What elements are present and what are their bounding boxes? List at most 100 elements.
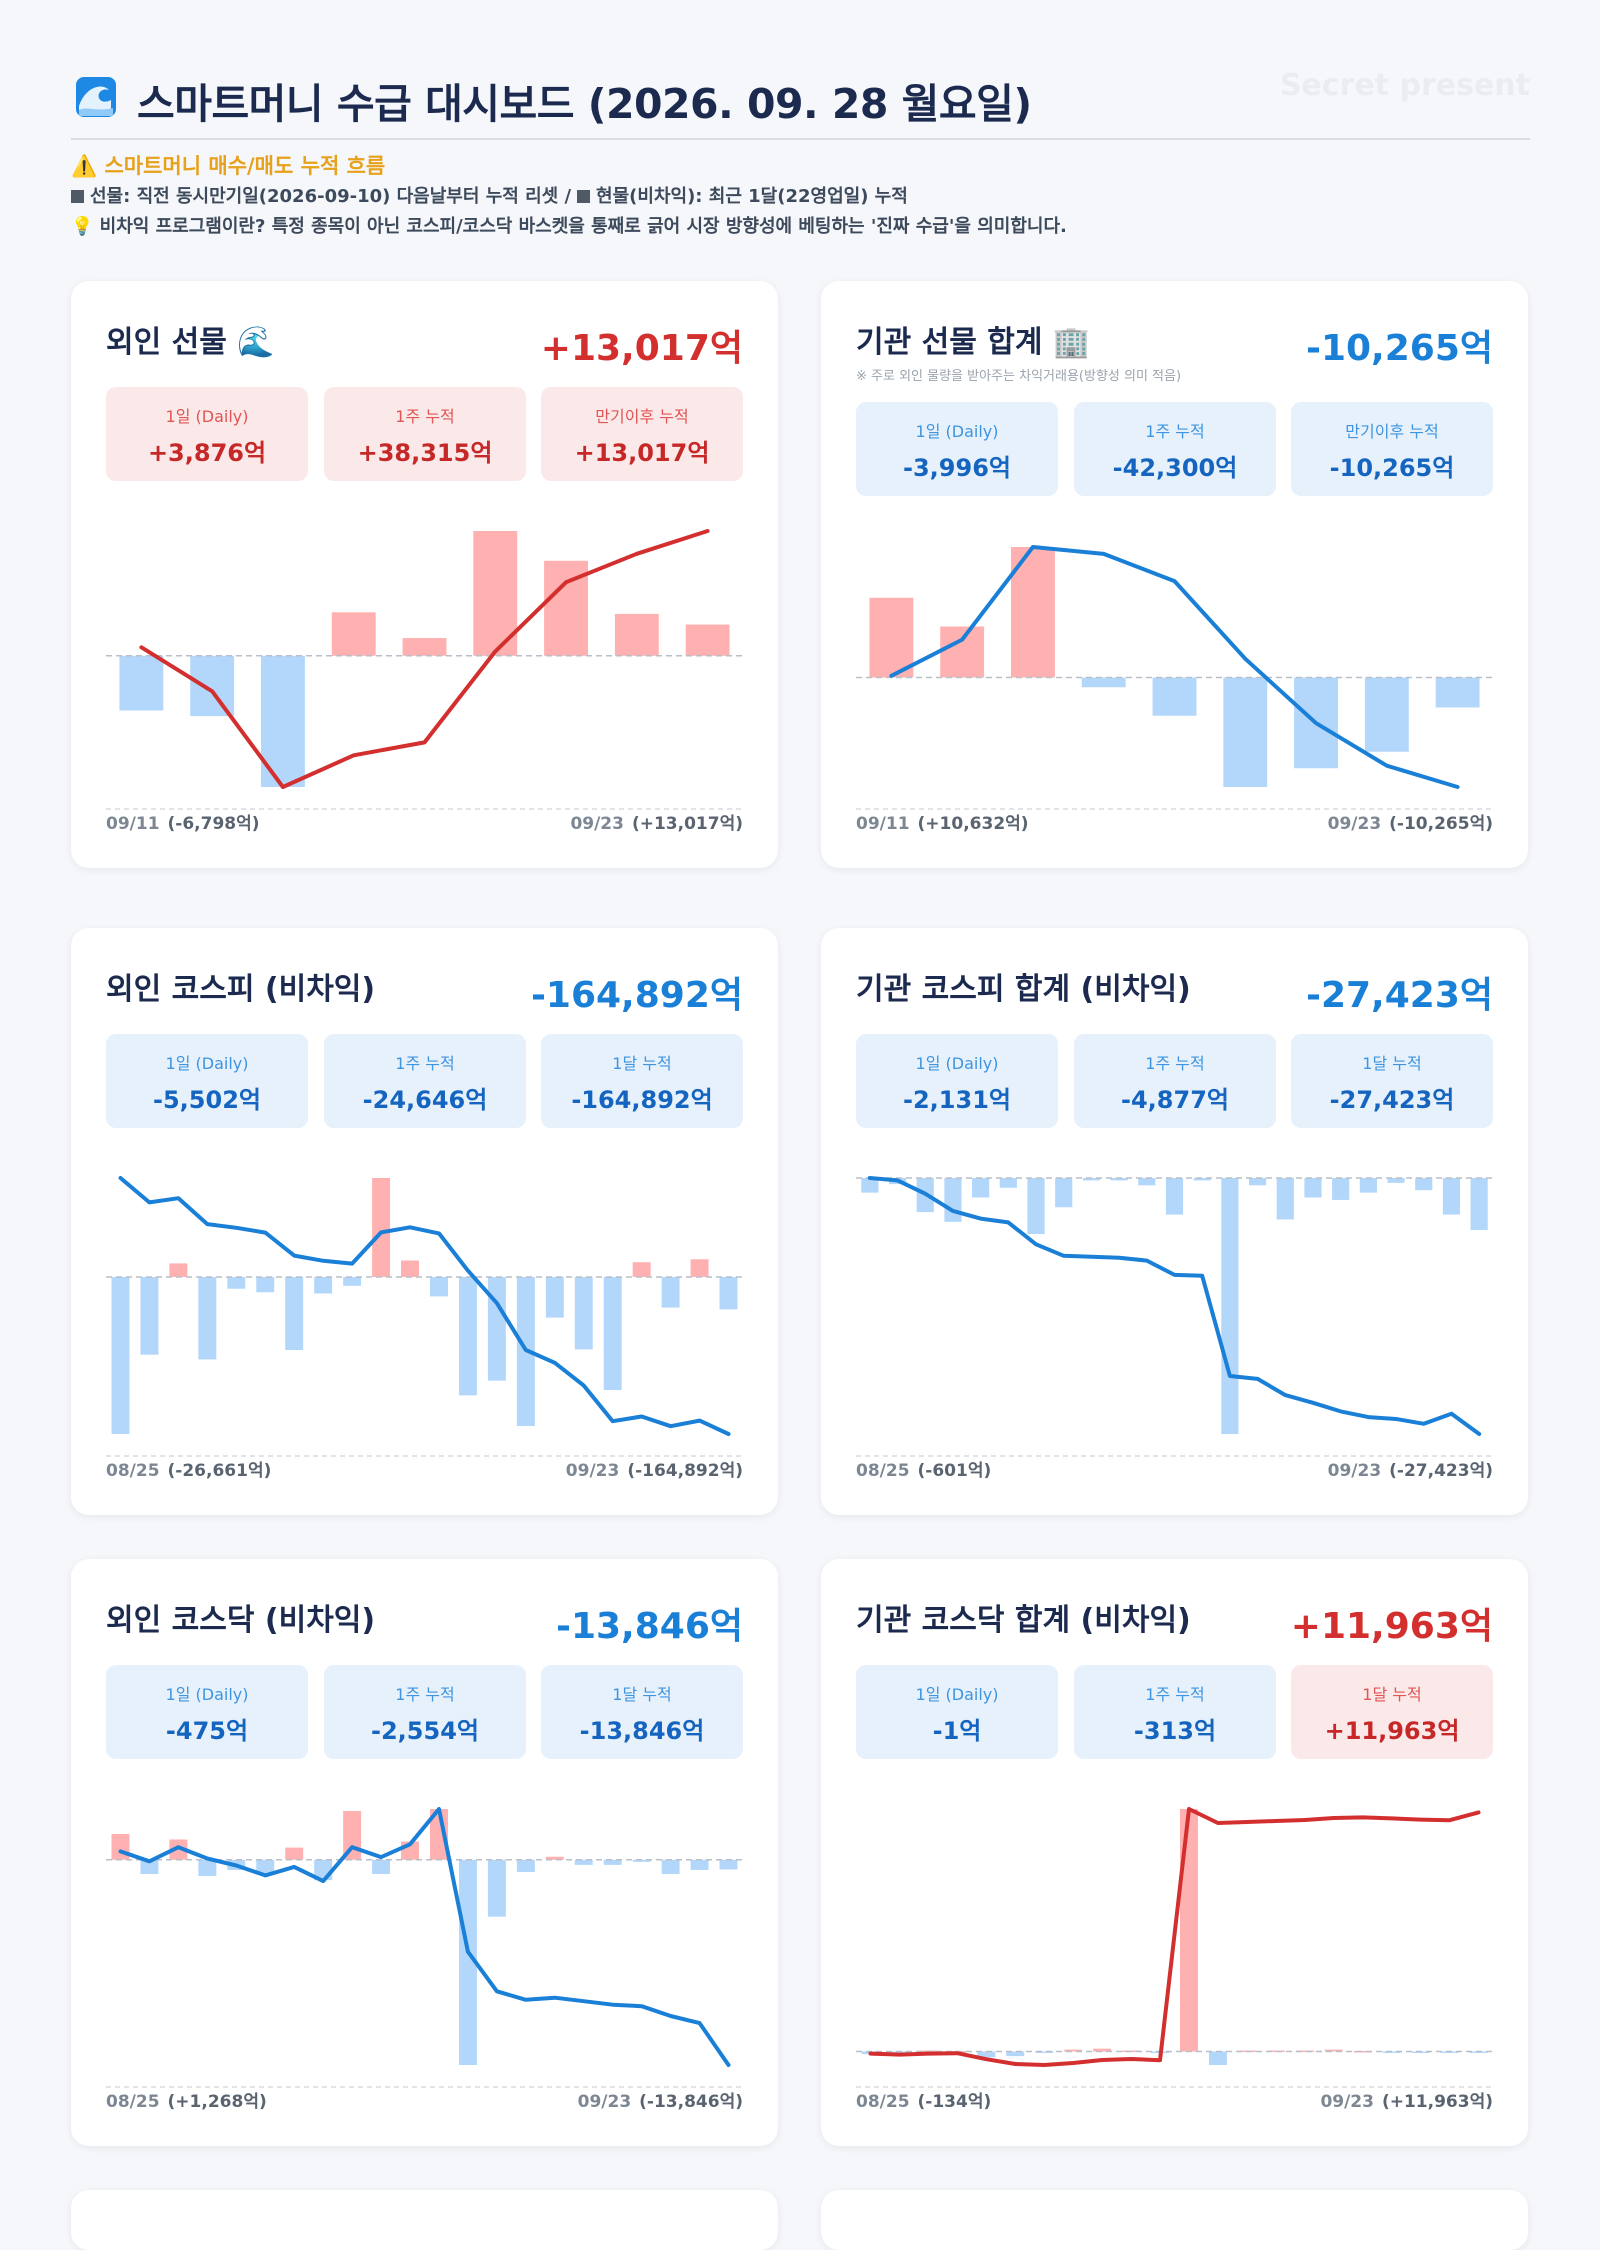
end-date-label: 09/23 (-164,892억)	[566, 1456, 743, 1481]
chart-card-partial	[821, 2190, 1528, 2250]
daily-bar	[1249, 1178, 1267, 1186]
end-value: (-164,892억)	[627, 1461, 743, 1481]
stat-label: 만기이후 누적	[595, 407, 689, 426]
daily-bar	[614, 613, 659, 656]
cumulative-line	[867, 1176, 1482, 1436]
daily-bar	[1415, 1178, 1433, 1191]
cumulative-line	[118, 1176, 731, 1436]
daily-bar	[1387, 1178, 1405, 1183]
stat-label: 1달 누적	[1362, 1054, 1422, 1073]
square-icon	[577, 190, 591, 203]
stat-value: -10,265억	[1329, 454, 1455, 482]
stat-label: 1주 누적	[395, 1054, 455, 1073]
daily-bar	[1110, 1178, 1128, 1181]
stat-value: +11,963억	[1324, 1717, 1460, 1745]
daily-bar	[285, 1847, 304, 1860]
card-subtitle: ※ 주로 외인 물량을 받아주는 차익거래용(방향성 의미 적음)	[856, 369, 1182, 384]
stat-boxes: 1일 (Daily) -5,502억 1주 누적 -24,646억 1달 누적 -164,…	[106, 1034, 743, 1128]
reset-note: 선물: 직전 동시만기일(2026-09-10) 다음날부터 누적 리셋 / 현물…	[71, 182, 1530, 212]
daily-bar	[458, 1859, 477, 2065]
daily-bar	[198, 1859, 217, 1877]
daily-bar	[1064, 2049, 1083, 2052]
stat-box: 1달 누적 -27,423억	[1291, 1034, 1493, 1128]
daily-bar	[372, 1178, 391, 1277]
card-title: 기관 선물 합계 🏢	[856, 325, 1091, 360]
daily-bar	[1353, 2050, 1372, 2053]
daily-bar	[256, 1276, 275, 1293]
card-total: -164,892억	[530, 975, 743, 1016]
stat-box: 1주 누적 -2,554억	[324, 1665, 526, 1759]
start-date: 08/25	[106, 1461, 160, 1481]
stat-box: 1달 누적 +11,963억	[1291, 1665, 1493, 1759]
stat-value: -2,554억	[371, 1717, 479, 1745]
daily-bar	[719, 1276, 738, 1310]
daily-bar	[285, 1276, 304, 1350]
daily-bar	[545, 1276, 564, 1318]
bar-line-chart	[856, 1807, 1493, 2088]
daily-bar	[1276, 1178, 1294, 1220]
daily-bar	[119, 655, 164, 711]
end-date: 09/23	[577, 2092, 632, 2112]
chart-card: 외인 코스닥 (비차익) -13,846억 1일 (Daily) -475억 1주 누적…	[71, 1559, 778, 2146]
cumulative-line	[868, 1807, 1481, 2067]
daily-bar	[1440, 2051, 1459, 2054]
daily-bar	[458, 1276, 477, 1396]
end-value: (-27,423억)	[1389, 1461, 1493, 1481]
daily-bar	[516, 1859, 535, 1872]
stat-box: 1주 누적 -24,646억	[324, 1034, 526, 1128]
stat-value: -3,996억	[903, 454, 1011, 482]
end-date-label: 09/23 (-10,265억)	[1328, 809, 1493, 834]
start-date: 08/25	[106, 2092, 160, 2112]
stat-box: 만기이후 누적 -10,265억	[1291, 402, 1493, 496]
stat-box: 1일 (Daily) -475억	[106, 1665, 308, 1759]
daily-bar	[1470, 1178, 1488, 1230]
dashboard-header: 스마트머니 수급 대시보드 (2026. 09. 28 월요일) Secret …	[71, 60, 1530, 140]
stat-label: 만기이후 누적	[1345, 422, 1439, 441]
bar-line-chart	[106, 1807, 743, 2088]
notes-section: ⚠️ 스마트머니 매수/매도 누적 흐름 선물: 직전 동시만기일(2026-0…	[71, 150, 1530, 242]
daily-bar	[1027, 1178, 1045, 1235]
start-value: (-26,661억)	[167, 1461, 272, 1481]
daily-bar	[574, 1859, 593, 1865]
daily-bar	[1082, 1178, 1100, 1181]
stat-boxes: 1일 (Daily) -1억 1주 누적 -313억 1달 누적 +11,963억	[856, 1665, 1493, 1759]
daily-bar	[1055, 1178, 1073, 1208]
stat-value: +13,017억	[574, 439, 710, 467]
end-date: 09/23	[1327, 1461, 1382, 1481]
daily-bar	[487, 1276, 506, 1381]
start-date: 08/25	[856, 2092, 910, 2112]
wave-icon	[76, 77, 116, 117]
daily-bar	[372, 1859, 391, 1875]
start-date: 09/11	[106, 814, 160, 834]
stat-value: -5,502억	[153, 1086, 261, 1114]
stat-value: -2,131억	[903, 1086, 1011, 1114]
daily-bar	[1208, 2051, 1227, 2065]
stat-value: -164,892억	[571, 1086, 713, 1114]
stat-box: 1달 누적 -164,892억	[541, 1034, 743, 1128]
end-date-label: 09/23 (+11,963억)	[1320, 2087, 1493, 2112]
stat-boxes: 1일 (Daily) -3,996억 1주 누적 -42,300억 만기이후 누적 -10…	[856, 402, 1493, 496]
daily-bar	[1469, 2051, 1488, 2054]
daily-bar	[972, 1178, 990, 1198]
daily-bar	[1221, 1178, 1239, 1434]
daily-bar	[487, 1859, 506, 1917]
daily-bar	[111, 1276, 130, 1434]
daily-bar	[1223, 677, 1268, 787]
stat-box: 1주 누적 -4,877억	[1074, 1034, 1276, 1128]
stat-boxes: 1일 (Daily) -2,131억 1주 누적 -4,877억 1달 누적 -27,42…	[856, 1034, 1493, 1128]
daily-bar	[890, 2051, 909, 2054]
chart-card: 기관 선물 합계 🏢 ※ 주로 외인 물량을 받아주는 차익거래용(방향성 의미 …	[821, 281, 1528, 868]
end-date-label: 09/23 (-13,846억)	[578, 2087, 743, 2112]
daily-bar	[661, 1859, 680, 1875]
start-date-label: 09/11 (+10,632억)	[856, 809, 1029, 834]
start-date-label: 08/25 (-601억)	[856, 1456, 991, 1481]
end-date: 09/23	[1327, 814, 1382, 834]
daily-bar	[1193, 1178, 1211, 1181]
start-date-label: 09/11 (-6,798억)	[106, 809, 260, 834]
daily-bar	[1324, 2049, 1343, 2052]
daily-bar	[1165, 1178, 1184, 1215]
daily-bar	[1442, 1178, 1461, 1215]
chart-card: 외인 코스피 (비차익) -164,892억 1일 (Daily) -5,502억 1주…	[71, 928, 778, 1515]
daily-bar	[574, 1276, 593, 1350]
stat-box: 1일 (Daily) -5,502억	[106, 1034, 308, 1128]
